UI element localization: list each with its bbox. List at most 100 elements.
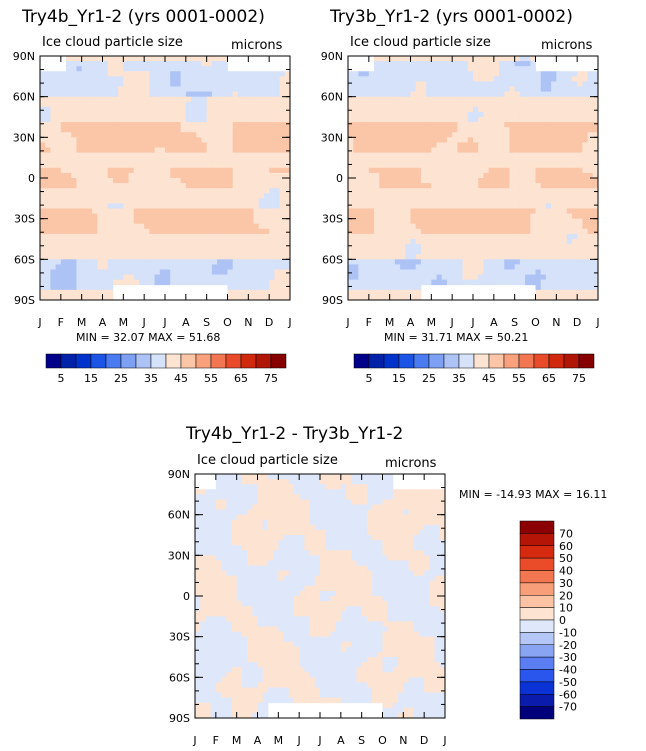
heatmap-cell <box>556 71 562 77</box>
heatmap-cell <box>478 152 484 159</box>
heatmap-cell <box>149 198 155 204</box>
heatmap-cell <box>191 167 197 174</box>
heatmap-cell <box>284 233 291 240</box>
heatmap-cell <box>587 178 594 184</box>
heatmap-cell <box>582 71 588 77</box>
heatmap-cell <box>253 198 260 204</box>
heatmap-cell <box>483 239 490 245</box>
heatmap-cell <box>577 132 583 138</box>
heatmap-cell <box>436 137 443 143</box>
heatmap-cell <box>389 269 396 275</box>
heatmap-cell <box>175 76 182 82</box>
heatmap-cell <box>535 218 542 225</box>
heatmap-cell <box>159 228 166 235</box>
heatmap-cell <box>283 489 290 495</box>
heatmap-cell <box>374 71 380 77</box>
heatmap-cell <box>283 499 290 505</box>
heatmap-cell <box>71 178 77 184</box>
heatmap-cell <box>118 249 124 255</box>
heatmap-cell <box>170 208 176 214</box>
heatmap-cell <box>128 218 135 225</box>
heatmap-cell <box>473 106 479 113</box>
heatmap-cell <box>86 142 93 148</box>
heatmap-cell <box>394 122 401 128</box>
heatmap-cell <box>325 479 331 485</box>
heatmap-cell <box>133 117 140 123</box>
heatmap-cell <box>71 157 77 164</box>
heatmap-cell <box>436 61 443 67</box>
heatmap-cell <box>133 66 140 72</box>
heatmap-cell <box>514 101 521 108</box>
heatmap-cell <box>50 86 57 92</box>
heatmap-cell <box>418 509 425 516</box>
heatmap-cell <box>356 479 363 485</box>
heatmap-cell <box>389 66 396 72</box>
heatmap-cell <box>353 127 359 133</box>
heatmap-cell <box>457 71 463 77</box>
heatmap-cell <box>81 157 88 164</box>
heatmap-cell <box>165 162 171 169</box>
heatmap-cell <box>118 208 124 214</box>
heatmap-cell <box>348 142 354 148</box>
heatmap-cell <box>473 61 479 67</box>
heatmap-cell <box>154 101 161 108</box>
heatmap-cell <box>175 117 182 123</box>
heatmap-cell <box>530 269 536 275</box>
heatmap-cell <box>159 239 166 245</box>
heatmap-cell <box>258 111 265 118</box>
heatmap-cell <box>462 142 469 148</box>
heatmap-cell <box>571 71 578 77</box>
heatmap-cell <box>304 509 310 516</box>
heatmap-cell <box>211 218 218 225</box>
heatmap-cell <box>382 494 389 500</box>
heatmap-cell <box>353 294 359 301</box>
colorbar-label: 45 <box>174 372 188 385</box>
x-tick-label: M <box>385 316 395 329</box>
heatmap-cell <box>478 81 484 87</box>
heatmap-cell <box>587 284 594 291</box>
heatmap-cell <box>473 132 479 138</box>
heatmap-cell <box>196 239 202 245</box>
heatmap-cell <box>227 188 234 194</box>
heatmap-cell <box>196 61 202 67</box>
heatmap-cell <box>201 167 208 174</box>
heatmap-cell <box>441 101 448 108</box>
heatmap-cell <box>170 106 176 113</box>
heatmap-cell <box>263 127 270 133</box>
heatmap-cell <box>284 106 291 113</box>
heatmap-cell <box>452 152 458 159</box>
heatmap-cell <box>509 223 516 230</box>
heatmap-cell <box>40 172 46 179</box>
heatmap-cell <box>274 178 280 184</box>
heatmap-cell <box>504 81 510 87</box>
heatmap-cell <box>525 66 531 72</box>
heatmap-cell <box>201 274 208 281</box>
heatmap-cell <box>374 239 380 245</box>
heatmap-cell <box>217 279 223 286</box>
heatmap-cell <box>274 152 280 159</box>
heatmap-cell <box>394 183 401 189</box>
heatmap-cell <box>389 76 396 82</box>
heatmap-cell <box>551 127 557 133</box>
heatmap-cell <box>582 213 588 220</box>
heatmap-cell <box>248 101 254 108</box>
heatmap-cell <box>556 117 562 123</box>
heatmap-cell <box>561 223 568 230</box>
heatmap-cell <box>133 274 140 281</box>
heatmap-cell <box>592 117 599 123</box>
heatmap-cell <box>159 213 166 220</box>
heatmap-cell <box>112 142 119 148</box>
heatmap-cell <box>253 239 260 245</box>
heatmap-cell <box>222 106 228 113</box>
heatmap-cell <box>284 249 291 255</box>
heatmap-cell <box>76 167 83 174</box>
heatmap-cell <box>40 274 46 281</box>
colorbar-swatch <box>90 353 107 369</box>
heatmap-cell <box>258 152 265 159</box>
heatmap-cell <box>175 183 182 189</box>
heatmap-cell <box>279 294 286 301</box>
heatmap-cell <box>379 188 385 194</box>
heatmap-cell <box>462 274 469 281</box>
heatmap-cell <box>191 279 197 286</box>
heatmap-cell <box>279 137 286 143</box>
